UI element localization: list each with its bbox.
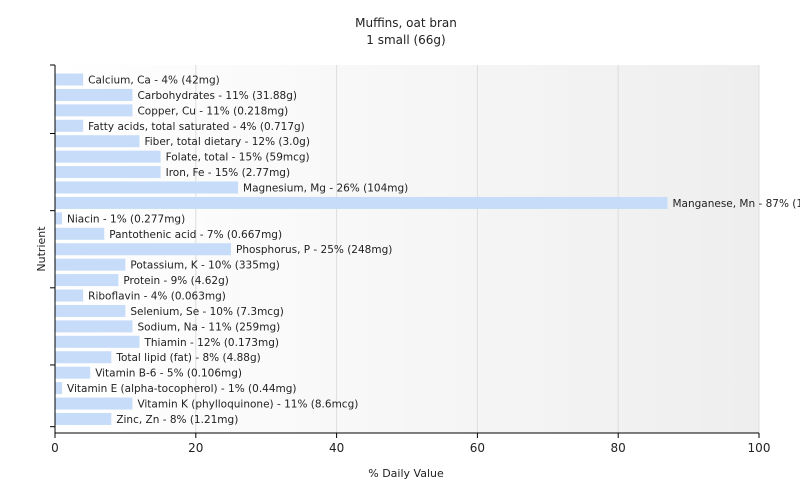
bar	[55, 274, 119, 287]
bar	[55, 382, 63, 395]
bar-labels: Calcium, Ca - 4% (42mg) Carbohydrates - 1…	[67, 75, 800, 426]
bar	[55, 181, 239, 194]
bar-label: Carbohydrates - 11% (31.88g)	[137, 90, 297, 102]
bar-label: Manganese, Mn - 87% (1.736mg)	[672, 198, 800, 210]
bar-label: Magnesium, Mg - 26% (104mg)	[243, 183, 408, 195]
bar-label: Folate, total - 15% (59mcg)	[166, 152, 310, 164]
bar-label: Calcium, Ca - 4% (42mg)	[88, 75, 220, 87]
x-tick-label: 0	[51, 441, 59, 455]
bar-label: Vitamin B-6 - 5% (0.106mg)	[95, 368, 242, 380]
bar	[55, 73, 84, 86]
bar	[55, 289, 84, 302]
bar-label: Potassium, K - 10% (335mg)	[130, 260, 280, 272]
bar-label: Copper, Cu - 11% (0.218mg)	[137, 105, 288, 117]
x-tick-label: 60	[470, 441, 485, 455]
bar-label: Sodium, Na - 11% (259mg)	[137, 321, 280, 333]
bar	[55, 304, 126, 317]
bar-label: Iron, Fe - 15% (2.77mg)	[166, 167, 290, 179]
bar-label: Vitamin E (alpha-tocopherol) - 1% (0.44m…	[67, 383, 297, 395]
bar-label: Total lipid (fat) - 8% (4.88g)	[115, 352, 260, 364]
bar	[55, 212, 63, 225]
bar-label: Niacin - 1% (0.277mg)	[67, 213, 185, 225]
bar-label: Fiber, total dietary - 12% (3.0g)	[144, 136, 309, 148]
bar	[55, 258, 126, 271]
bar-label: Riboflavin - 4% (0.063mg)	[88, 291, 226, 303]
x-tick-label: 80	[611, 441, 626, 455]
bar	[55, 88, 133, 101]
bar	[55, 119, 84, 132]
bar	[55, 227, 105, 240]
bars	[55, 73, 668, 425]
bar-label: Pantothenic acid - 7% (0.667mg)	[109, 229, 282, 241]
bar	[55, 366, 91, 379]
bar	[55, 320, 133, 333]
bar	[55, 166, 161, 179]
x-tick-label: 20	[188, 441, 203, 455]
bar-label: Fatty acids, total saturated - 4% (0.717…	[88, 121, 305, 133]
bar-label: Selenium, Se - 10% (7.3mcg)	[130, 306, 283, 318]
bar-label: Protein - 9% (4.62g)	[123, 275, 229, 287]
x-tick-label: 100	[748, 441, 771, 455]
grid-lines	[195, 65, 760, 433]
bar	[55, 412, 112, 425]
bar	[55, 243, 231, 256]
bar	[55, 104, 133, 117]
x-ticks: 0 20 40 60 80 100	[51, 433, 770, 455]
x-axis-label: % Daily Value	[368, 467, 444, 480]
axes	[50, 64, 759, 434]
bar-label: Vitamin K (phylloquinone) - 11% (8.6mcg)	[137, 399, 358, 411]
bar	[55, 335, 140, 348]
bar	[55, 196, 668, 209]
bar-label: Thiamin - 12% (0.173mg)	[143, 337, 279, 349]
bar	[55, 135, 140, 148]
chart-subtitle: 1 small (66g)	[366, 33, 445, 47]
chart-title: Muffins, oat bran	[355, 16, 457, 30]
bar	[55, 150, 161, 163]
x-tick-label: 40	[329, 441, 344, 455]
bar-label: Phosphorus, P - 25% (248mg)	[236, 244, 392, 256]
bar	[55, 397, 133, 410]
y-axis-label: Nutrient	[35, 226, 48, 272]
bar-label: Zinc, Zn - 8% (1.21mg)	[116, 414, 238, 426]
bar	[55, 351, 112, 364]
